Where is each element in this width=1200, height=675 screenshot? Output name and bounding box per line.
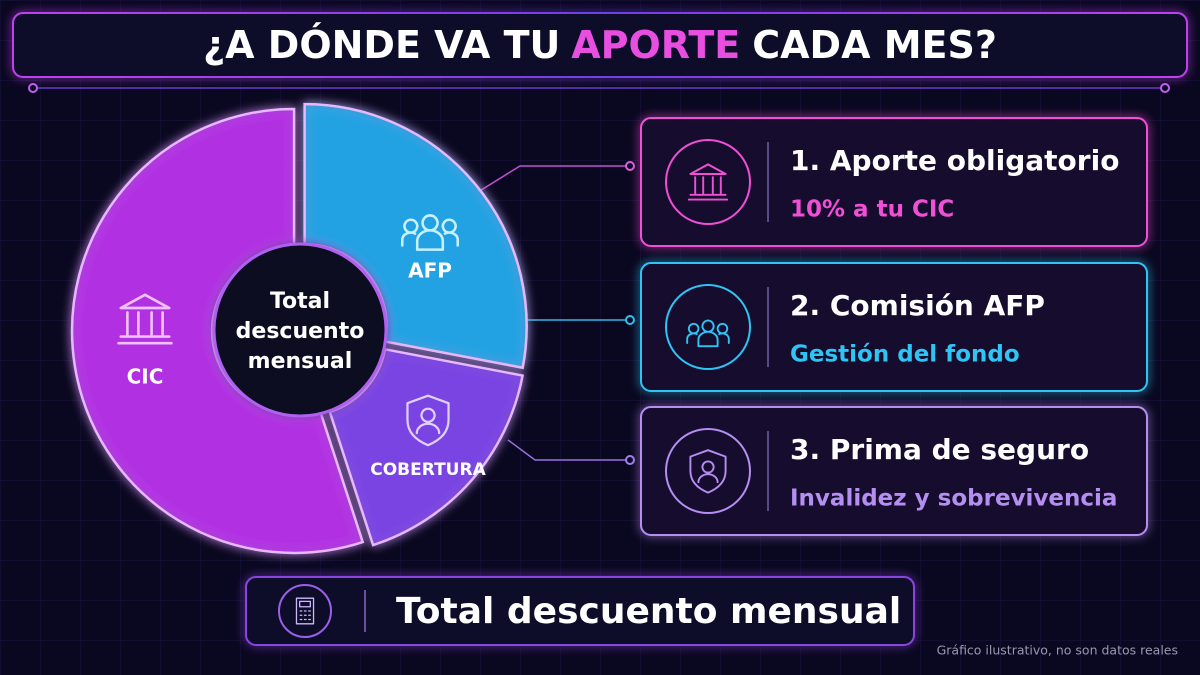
card-icon-ring [665,284,751,370]
card-title: 2. Comisión AFP [790,289,1045,322]
connector [477,165,628,193]
title-part: ¿A DÓNDE VA TU [203,23,559,67]
center-label: Total [270,289,330,314]
center-label: mensual [248,349,353,374]
title: ¿A DÓNDE VA TU APORTE CADA MES? [203,23,997,67]
title-part: CADA MES? [752,23,997,67]
dot [1160,83,1170,93]
card-subtitle: Invalidez y sobrevivencia [790,486,1117,512]
slice [303,102,528,370]
dot [625,315,635,325]
cards: 1. Aporte obligatorio 10% a tu CIC 2. Comi… [640,117,1148,536]
card-subtitle: 10% a tu CIC [790,197,954,223]
card-icon-ring [665,139,751,225]
donut-hole [212,242,388,418]
card-icon-ring [665,428,751,514]
card-title: 3. Prima de seguro [790,433,1089,466]
footer-label: Total descuento mensual [396,591,901,632]
donut [70,102,528,555]
connectors [477,161,635,465]
note: Gráfico ilustrativo, no son datos reales [937,643,1178,658]
slice-label: CIC [127,365,164,389]
slice-label: COBERTURA [370,460,486,480]
title-box [12,12,1188,78]
dot [28,83,38,93]
card-title: 1. Aporte obligatorio [790,144,1119,177]
footer-box [245,576,915,646]
center-label: descuento [236,319,365,344]
slice [328,347,525,547]
card [640,117,1148,247]
slice [70,107,365,555]
connector [507,439,628,461]
slice-label: AFP [408,259,452,283]
title-highlight: APORTE [571,23,740,67]
dot [625,455,635,465]
card [640,406,1148,536]
dot [625,161,635,171]
card-subtitle: Gestión del fondo [790,342,1020,368]
footer-icon-ring [278,584,332,638]
